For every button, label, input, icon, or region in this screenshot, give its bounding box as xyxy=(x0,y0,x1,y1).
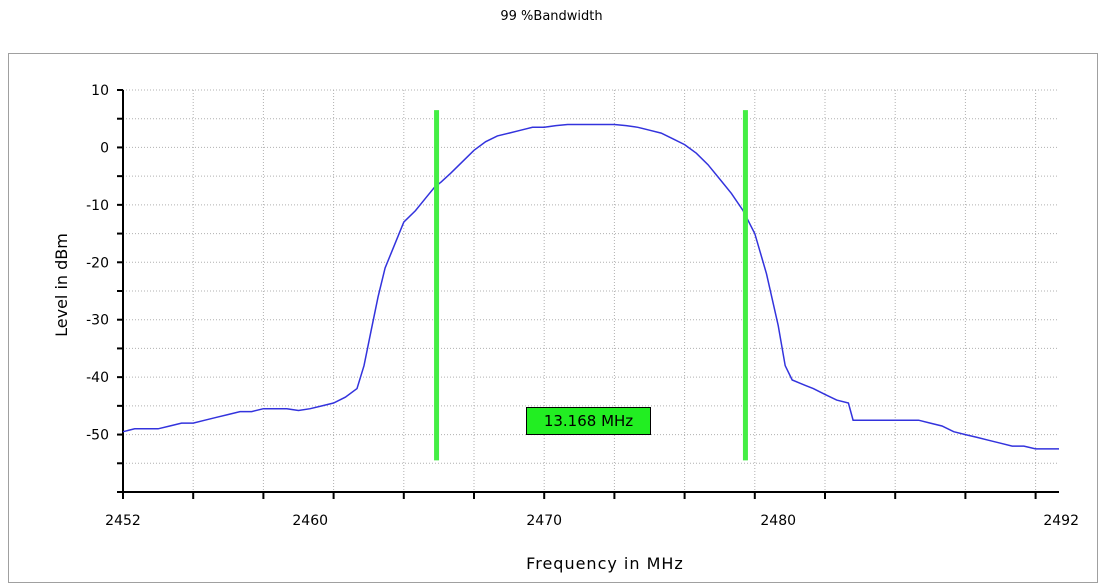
x-tick-label: 2452 xyxy=(105,513,141,529)
y-tick-label: -40 xyxy=(86,370,109,386)
x-axis-label: Frequency in MHz xyxy=(526,554,684,573)
y-tick-label: 0 xyxy=(100,140,109,156)
bandwidth-readout: 13.168 MHz xyxy=(526,407,651,435)
y-tick-label: -10 xyxy=(86,198,109,214)
x-tick-label: 2480 xyxy=(760,513,796,529)
plot-frame xyxy=(8,53,1098,583)
y-tick-label: -30 xyxy=(86,313,109,329)
y-tick-label: -50 xyxy=(86,428,109,444)
chart-title: 99 %Bandwidth xyxy=(500,9,603,24)
y-tick-label: 10 xyxy=(91,83,109,99)
x-tick-label: 2492 xyxy=(1043,513,1079,529)
y-axis-label: Level in dBm xyxy=(52,233,71,337)
spectrum-trace xyxy=(122,123,1059,450)
y-tick-label: -20 xyxy=(86,255,109,271)
x-tick-label: 2460 xyxy=(292,513,328,529)
x-tick-label: 2470 xyxy=(526,513,562,529)
